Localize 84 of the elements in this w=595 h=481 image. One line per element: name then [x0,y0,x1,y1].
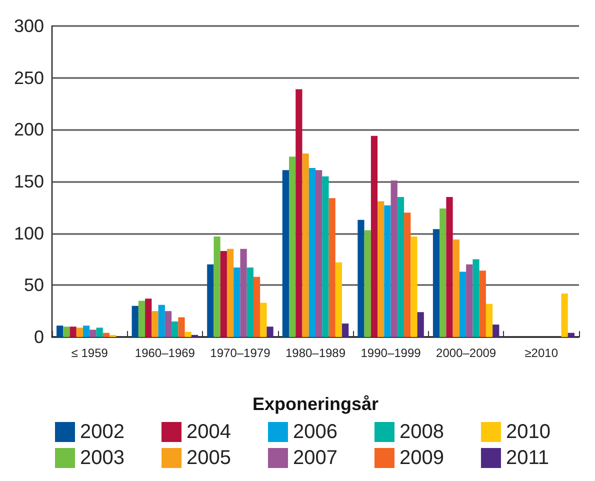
bar [138,300,146,337]
bar [390,180,398,337]
bar [282,170,289,337]
bar [63,326,70,337]
bar [214,236,220,337]
bar [253,276,260,337]
bar [207,264,214,337]
bar [178,317,185,337]
bar [486,304,493,337]
bar [158,304,165,337]
legend-label: 2005 [186,447,231,469]
x-tick-label: ≤ 1959 [71,346,108,360]
x-tick-label: ≥2010 [524,346,558,360]
x-tick-label: 1990–1999 [360,346,422,360]
bar [76,328,84,337]
legend-label: 2003 [80,447,124,469]
bar [308,168,316,337]
bar [440,208,446,337]
bar [96,328,103,337]
bar [184,332,192,337]
bar [220,250,227,337]
bar [561,293,568,337]
legend-label: 2009 [399,447,444,469]
y-tick-label: 300 [14,16,44,36]
bar [152,311,158,337]
bar [289,156,296,337]
bar [226,248,234,337]
x-tick-label: 1960–1969 [134,346,196,360]
legend-label: 2008 [399,421,444,443]
bar [568,332,574,337]
y-tick-label: 50 [24,275,44,296]
x-tick-label: 2000–2009 [436,346,496,360]
y-tick-label: 100 [14,223,44,244]
bar [102,332,110,337]
bar [70,326,76,337]
bar [358,220,364,337]
bar [246,268,254,337]
legend-label: 2010 [506,421,550,443]
y-tick-label: 250 [14,68,44,88]
bar [296,89,302,337]
legend-label: 2004 [186,421,231,443]
bar [432,229,440,337]
bar [404,212,411,337]
bar [172,321,178,337]
bar [452,240,460,337]
bar [145,298,152,337]
bar [397,197,404,337]
bar [90,330,96,337]
bar [466,264,473,337]
bar [328,198,336,337]
bar [240,248,247,337]
bar [378,201,384,337]
bar [164,311,172,337]
bar [479,270,486,337]
legend-label: 2007 [292,447,338,469]
legend-label: 2002 [80,421,124,443]
x-axis-title: Exponeringsår [252,394,379,414]
bar [492,324,500,337]
bar [322,176,329,337]
y-tick-label: 0 [34,327,44,347]
bar [260,302,267,337]
bar [472,259,480,337]
bar [234,268,240,337]
bar [132,306,138,337]
bar [83,326,90,337]
bar [446,197,453,337]
bar [335,262,342,337]
bar [370,136,378,337]
bar [302,154,309,337]
y-tick-label: 200 [14,120,44,140]
legend-label: 2011 [506,447,549,469]
legend-label: 2006 [292,421,338,443]
x-tick-label: 1980–1989 [285,346,346,360]
y-tick-label: 150 [14,172,44,192]
bar [384,205,391,337]
bar [364,230,371,337]
bar [417,312,424,337]
bar [316,170,322,337]
bar [266,326,274,337]
bar [459,272,466,337]
bar [410,236,418,337]
x-tick-label: 1970–1979 [210,346,271,360]
bar [342,324,349,337]
bar [56,326,64,337]
